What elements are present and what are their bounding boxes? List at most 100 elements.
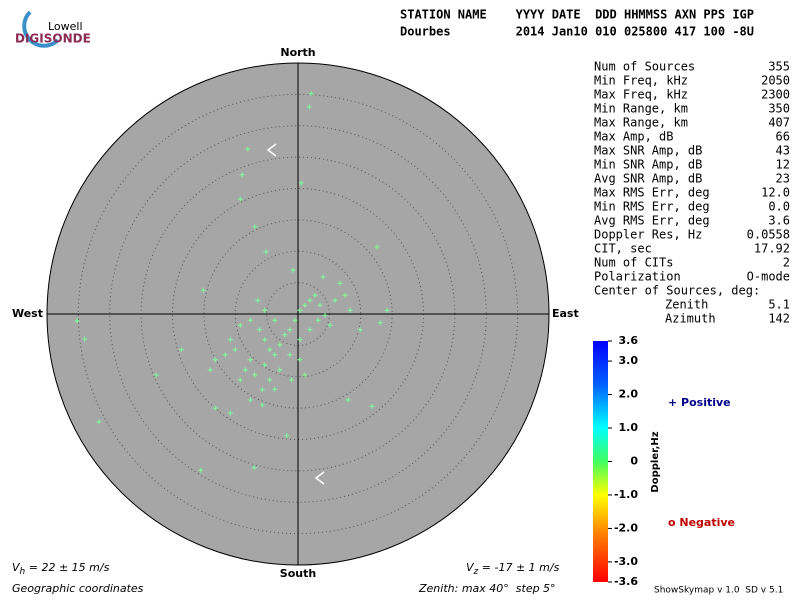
source-point (74, 318, 80, 324)
source-point (272, 317, 278, 323)
source-point (251, 465, 257, 471)
stat-value: 66 (776, 130, 790, 144)
center-title: Center of Sources, deg: (594, 284, 760, 298)
source-point (262, 362, 268, 368)
source-point (306, 104, 312, 110)
coords-text: Geographic coordinates (12, 582, 144, 595)
source-point (259, 402, 265, 408)
stat-label: Min SNR Amp, dB (594, 158, 702, 172)
stat-label: Num of Sources (594, 60, 695, 74)
source-point (200, 287, 206, 293)
stat-label: Polarization (594, 270, 681, 284)
colorbar-tick-label: 3.6 (619, 334, 639, 347)
source-point (242, 367, 248, 373)
source-point (337, 280, 343, 286)
center-label: Zenith (665, 298, 708, 312)
colorbar-label: Doppler,Hz (650, 431, 661, 492)
stat-label: Avg RMS Err, deg (594, 214, 710, 228)
vh-rest: = 22 ± 15 m/s (25, 561, 109, 574)
source-point (289, 377, 295, 383)
source-point (212, 357, 218, 363)
source-point (227, 337, 233, 343)
source-point (178, 347, 184, 353)
stat-value: 2050 (761, 74, 790, 88)
source-point (259, 387, 265, 393)
source-point (322, 312, 328, 318)
stat-label: Max SNR Amp, dB (594, 144, 702, 158)
source-point (252, 224, 258, 230)
stat-label: Min Range, km (594, 102, 688, 116)
header-values: Dourbes 2014 Jan10 010 025800 417 100 -8… (400, 25, 754, 39)
source-point (284, 433, 290, 439)
stat-value: 12.0 (761, 186, 790, 200)
source-point (207, 367, 213, 373)
chevron (314, 471, 325, 485)
stat-label: CIT, sec (594, 242, 652, 256)
stat-label: Max Freq, kHz (594, 88, 688, 102)
logo-arc (22, 10, 60, 48)
source-point (96, 419, 102, 425)
source-point (247, 317, 253, 323)
source-point (327, 322, 333, 328)
source-point (374, 244, 380, 250)
colorbar-tick-label: -3.0 (614, 555, 638, 568)
legend-negative: o Negative (668, 516, 735, 529)
colorbar-tick-label: 3.0 (619, 354, 639, 367)
colorbar-tick-label: -2.0 (614, 521, 638, 534)
source-point (153, 372, 159, 378)
vh-v: V (12, 561, 21, 574)
source-point (307, 297, 313, 303)
vz-v: V (466, 561, 475, 574)
source-point (247, 357, 253, 363)
source-point (237, 322, 243, 328)
stat-label: Min Freq, kHz (594, 74, 688, 88)
stat-value: 43 (776, 144, 790, 158)
source-point (342, 292, 348, 298)
colorbar (593, 341, 608, 582)
vz-rest: = -17 ± 1 m/s (478, 561, 559, 574)
source-point (232, 347, 238, 353)
source-point (198, 467, 204, 473)
colorbar-tick-label: 0 (630, 455, 638, 468)
stat-value: O-mode (747, 270, 790, 284)
stat-value: 12 (776, 158, 790, 172)
source-point (267, 377, 273, 383)
source-point (297, 337, 303, 343)
source-point (384, 307, 390, 313)
logo-bottom: DIGISONDE (15, 32, 91, 46)
source-point (239, 172, 245, 178)
colorbar-tick-label: 1.0 (619, 421, 639, 434)
source-point (287, 352, 293, 358)
source-point (320, 274, 326, 280)
source-point (312, 292, 318, 298)
stat-label: Max Amp, dB (594, 130, 673, 144)
source-point (277, 342, 283, 348)
vh-text: Vh = 22 ± 15 m/s (12, 561, 110, 577)
stat-value: 3.6 (768, 214, 790, 228)
source-point (292, 317, 298, 323)
source-point (263, 249, 269, 255)
east-label: East (552, 307, 579, 320)
stat-value: 2 (783, 256, 790, 270)
stat-label: Min RMS Err, deg (594, 200, 710, 214)
source-point (298, 180, 304, 186)
stat-value: 0.0 (768, 200, 790, 214)
source-point (297, 307, 303, 313)
source-point (302, 372, 308, 378)
stat-value: 23 (776, 172, 790, 186)
source-point (245, 146, 251, 152)
center-label: Azimuth (665, 312, 716, 326)
source-point (277, 367, 283, 373)
stat-label: Num of CITs (594, 256, 673, 270)
stat-value: 2300 (761, 88, 790, 102)
source-point (247, 397, 253, 403)
source-point (267, 347, 273, 353)
source-point (377, 320, 383, 326)
source-point (297, 357, 303, 363)
source-point (252, 372, 258, 378)
source-point (317, 302, 323, 308)
stat-value: 350 (768, 102, 790, 116)
source-point (369, 403, 375, 409)
north-label: North (280, 46, 315, 59)
